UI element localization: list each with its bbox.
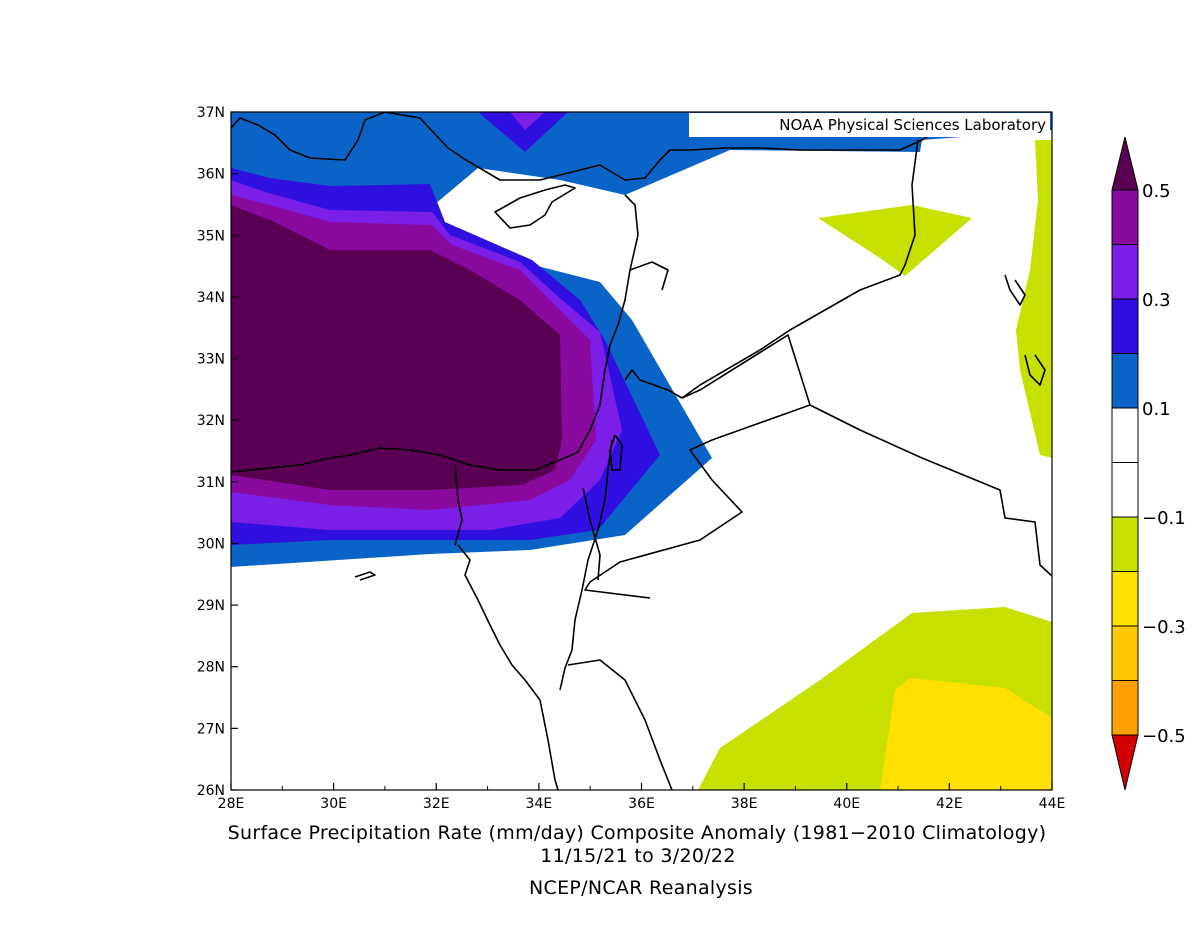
dead-sea xyxy=(609,434,623,471)
map-title: Surface Precipitation Rate (mm/day) Comp… xyxy=(227,822,1047,844)
coastline-sinai-east xyxy=(559,439,613,691)
border-egypt-israel xyxy=(582,487,601,581)
colorbar-segment xyxy=(1111,353,1139,409)
coastline-red-sea-east xyxy=(567,659,673,790)
lon-tick-label: 30E xyxy=(320,796,347,812)
colorbar-top-arrow xyxy=(1111,136,1139,191)
coastline-lake-1 xyxy=(1004,274,1026,306)
colorbar-segment xyxy=(1111,680,1139,736)
colorbar-segment xyxy=(1111,571,1139,627)
lat-tick-label: 28N xyxy=(197,660,225,676)
credit-text: NOAA Physical Sciences Laboratory xyxy=(779,116,1046,134)
colorbar-segment xyxy=(1111,516,1139,572)
colorbar-segment xyxy=(1111,462,1139,518)
lon-tick-label: 32E xyxy=(423,796,450,812)
colorbar-label: 0.1 xyxy=(1142,399,1171,420)
map-date-range: 11/15/21 to 3/20/22 xyxy=(540,845,736,867)
lat-tick-label: 30N xyxy=(197,536,225,552)
lon-tick-label: 34E xyxy=(526,796,553,812)
coastline-levant-egypt xyxy=(231,194,639,473)
contour-neg-01-east xyxy=(1016,140,1052,458)
border-syria-iraq xyxy=(624,139,919,399)
lon-tick-label: 28E xyxy=(218,796,245,812)
coastline-lake-2 xyxy=(1024,354,1046,386)
colorbar-segment xyxy=(1111,298,1139,354)
coastline-island xyxy=(354,571,376,581)
map-source: NCEP/NCAR Reanalysis xyxy=(528,877,754,899)
lat-tick-label: 27N xyxy=(197,721,225,737)
credit-box xyxy=(689,113,1050,137)
lat-tick-label: 32N xyxy=(197,413,225,429)
lat-tick-label: 26N xyxy=(197,783,225,799)
lon-tick-label: 36E xyxy=(628,796,655,812)
coastline-suez xyxy=(457,544,541,701)
lat-tick-label: 36N xyxy=(197,167,225,183)
contour-neg-03-south xyxy=(880,678,1052,790)
lat-tick-label: 31N xyxy=(197,475,225,491)
contour-pos-05 xyxy=(231,205,562,490)
coastline-turkey xyxy=(231,112,690,181)
border-iraq-saudi xyxy=(809,404,1052,577)
coastline-red-sea-west xyxy=(539,699,559,790)
lat-tick-label: 33N xyxy=(197,352,225,368)
colorbar-segment xyxy=(1111,625,1139,681)
lon-tick-label: 44E xyxy=(1039,796,1066,812)
border-turkey-syria xyxy=(689,134,931,151)
colorbar-segment xyxy=(1111,407,1139,463)
coastlines-borders xyxy=(231,112,1052,790)
lon-tick-label: 38E xyxy=(731,796,758,812)
lat-tick-label: 35N xyxy=(197,228,225,244)
lon-tick-label: 40E xyxy=(833,796,860,812)
colorbar-segment xyxy=(1111,244,1139,300)
lat-tick-label: 29N xyxy=(197,598,225,614)
colorbar-label: 0.5 xyxy=(1142,181,1171,202)
colorbar-label: −0.1 xyxy=(1142,508,1186,529)
contour-pos-03-north xyxy=(510,112,545,130)
border-lebanon xyxy=(629,261,669,291)
colorbar-label: 0.3 xyxy=(1142,290,1171,311)
border-jordan-iraq xyxy=(584,334,811,599)
precip-anomaly-contours xyxy=(231,112,1052,790)
lon-tick-label: 42E xyxy=(936,796,963,812)
coastline-cyprus xyxy=(494,184,576,229)
colorbar: 0.5 0.3 0.1 −0.1 −0.3 −0.5 xyxy=(1111,136,1186,791)
border-sudan-egypt xyxy=(454,464,463,546)
colorbar-label: −0.5 xyxy=(1142,726,1186,747)
lat-tick-label: 34N xyxy=(197,290,225,306)
colorbar-label: −0.3 xyxy=(1142,617,1186,638)
colorbar-bottom-arrow xyxy=(1111,734,1139,791)
contour-neg-01-north xyxy=(818,205,972,276)
lat-tick-label: 37N xyxy=(197,105,225,121)
contour-pos-02-north xyxy=(478,112,568,152)
colorbar-segment xyxy=(1111,189,1139,245)
map-axes: 28E 30E 32E 34E 36E 38E 40E 42E 44E 26N 27N 28N 29N 3… xyxy=(197,105,1066,812)
